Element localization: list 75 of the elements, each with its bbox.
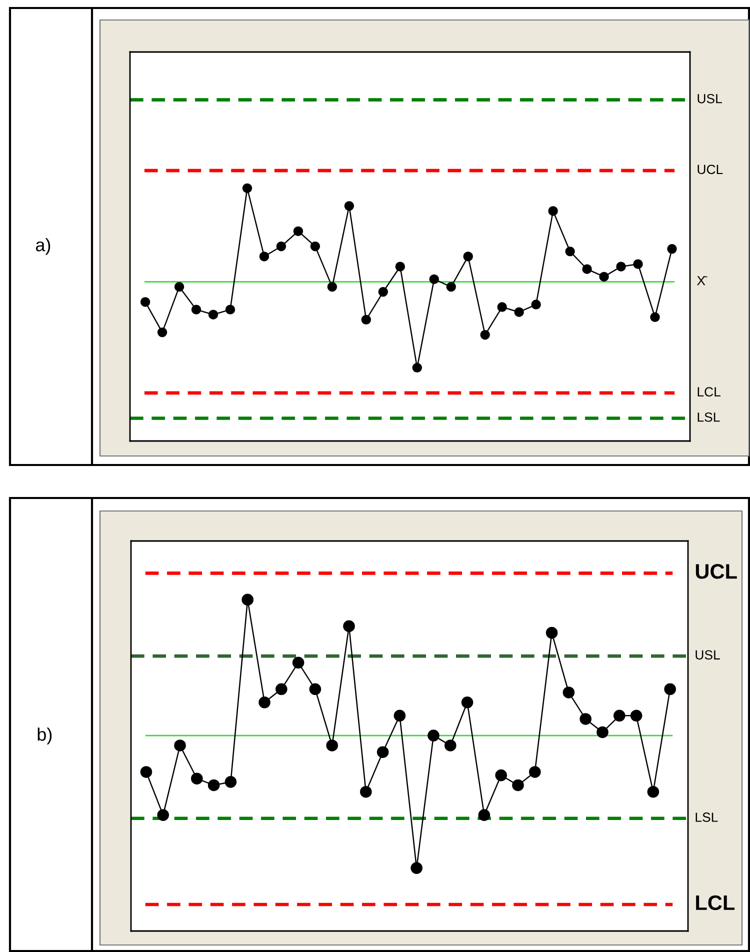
point [531,300,541,310]
point [361,314,372,325]
point [616,262,626,272]
point [327,282,338,292]
point [276,683,288,696]
point [224,776,237,788]
ref-line-label: USL [696,650,720,660]
ref-line-label: LSL [696,812,718,822]
point [647,786,660,798]
point [378,287,388,297]
point [596,726,608,738]
ref-line-label: LCL [698,387,720,397]
text: b) [38,728,52,744]
point [480,330,490,340]
point [376,746,389,758]
point [191,772,203,785]
point [140,766,152,778]
point [208,310,218,320]
point [140,297,150,307]
point [242,594,254,606]
point [667,244,677,254]
point [528,766,541,778]
point [582,264,592,274]
point [444,740,456,752]
point [548,206,558,216]
point [293,226,304,236]
point [309,683,322,696]
point [225,304,236,314]
point [497,302,507,312]
point [310,242,320,252]
point [174,282,184,292]
point [174,740,186,752]
point [495,769,507,782]
ref-line-label: LSL [698,412,720,422]
point [546,626,558,639]
ref-line-label: UCL [698,164,723,174]
point [613,710,626,722]
point [478,809,490,821]
point [463,252,473,262]
point [428,730,440,742]
point [512,779,524,792]
point [580,713,592,725]
point [650,312,660,322]
point [395,262,406,272]
point [292,656,304,669]
point [276,242,286,252]
ref-line-label: LCL [696,895,735,910]
point [258,696,270,708]
point [664,683,676,696]
point [326,740,338,752]
point [633,259,643,269]
point [242,183,252,194]
point [191,304,202,314]
point [259,252,270,262]
point [565,246,575,256]
point [599,272,609,282]
ref-line-label: USL [698,94,722,104]
point [344,201,354,211]
point [562,686,575,698]
ref-line-label: X̄ [697,276,708,286]
text: a) [36,238,50,255]
point [394,710,406,722]
point [360,786,372,798]
point [412,362,422,373]
point [514,307,524,317]
point [157,809,170,821]
point [208,779,220,792]
ref-line-label: UCL [696,564,737,579]
point [446,282,456,292]
point [410,862,422,874]
point [461,696,474,708]
point [157,327,168,338]
point [429,274,439,284]
point [343,620,355,632]
point [630,710,642,722]
